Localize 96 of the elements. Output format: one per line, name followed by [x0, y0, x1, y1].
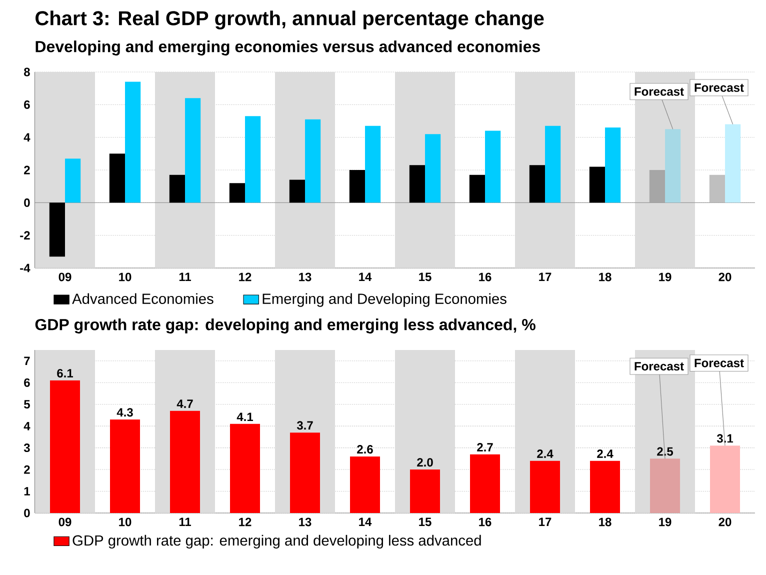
y-tick-label: -4 [20, 264, 30, 272]
bar [409, 165, 426, 203]
bar [485, 130, 501, 203]
bar [169, 174, 186, 203]
data-label: 4.1 [236, 412, 254, 421]
x-tick-label: 17 [539, 518, 552, 526]
bar [410, 470, 440, 514]
x-tick-label: 12 [239, 272, 252, 282]
data-label: 6.1 [57, 368, 74, 378]
x-tick-label: 16 [479, 518, 492, 526]
x-tick-label: 13 [299, 518, 312, 526]
x-tick-label: 17 [539, 272, 552, 281]
legend-label: Advanced Economies [72, 293, 214, 304]
y-tick-label: 0 [24, 508, 30, 518]
bar [725, 124, 741, 203]
x-tick-label: 11 [179, 272, 192, 281]
bar [649, 170, 666, 203]
bar [109, 154, 126, 203]
bar [469, 174, 486, 203]
bar [665, 129, 681, 203]
y-tick-label: 8 [24, 68, 30, 76]
x-tick-label: 15 [419, 272, 432, 282]
data-label: 4.7 [176, 400, 193, 408]
data-label: 2.7 [477, 443, 493, 452]
data-label: 2.4 [597, 450, 614, 458]
bar [49, 202, 65, 257]
bar [350, 456, 380, 514]
data-label: 2.0 [417, 458, 433, 467]
x-tick-label: 14 [359, 272, 372, 281]
x-tick-label: 11 [179, 518, 192, 526]
bar [305, 119, 321, 203]
x-tick-label: 16 [479, 272, 492, 282]
annotation: Forecast [634, 87, 684, 96]
x-tick-label: 10 [119, 272, 132, 282]
y-tick-label: 5 [24, 400, 30, 409]
bar [710, 446, 740, 514]
y-tick-label: 3 [24, 444, 30, 452]
x-tick-label: 19 [659, 272, 672, 282]
x-tick-label: 09 [58, 518, 72, 526]
x-tick-label: 13 [299, 272, 312, 282]
bar [170, 410, 200, 514]
data-label: 4.3 [116, 408, 133, 417]
x-tick-label: 12 [239, 518, 252, 526]
y-tick-label: 1 [24, 487, 30, 496]
x-tick-label: 19 [659, 518, 672, 526]
x-tick-label: 14 [359, 518, 372, 526]
bar [589, 166, 606, 203]
legend-label: GDP growth rate gap: emerging and developing less advanced [72, 534, 481, 549]
bar [229, 183, 246, 203]
chart-subtitle: Developing and emerging economies versus advanced economies [36, 40, 540, 56]
x-tick-label: 18 [599, 518, 612, 526]
annotation: Forecast [634, 362, 684, 370]
y-tick-label: 6 [24, 100, 30, 109]
y-tick-label: 6 [24, 378, 30, 387]
bar [590, 460, 620, 514]
data-label: 2.6 [357, 445, 373, 454]
bar [349, 170, 366, 203]
bar [709, 174, 726, 203]
y-tick-label: 0 [24, 198, 30, 207]
bar [365, 126, 381, 203]
y-tick-label: 4 [24, 133, 30, 142]
x-tick-label: 20 [718, 518, 732, 526]
data-label: 3.1 [716, 434, 734, 443]
bar [650, 458, 680, 514]
x-tick-label: 15 [419, 518, 432, 526]
x-tick-label: 20 [718, 272, 732, 282]
x-tick-label: 09 [58, 272, 72, 282]
y-tick-label: 2 [24, 166, 30, 174]
bar [289, 180, 306, 203]
x-tick-label: 10 [119, 518, 132, 526]
data-label: 2.5 [657, 447, 674, 456]
bar [290, 432, 320, 514]
chart-title: GDP growth rate gap: developing and emerging less advanced, % [35, 318, 536, 334]
bar [545, 126, 561, 203]
bar [185, 98, 201, 203]
data-label: 3.7 [296, 421, 313, 430]
bar [125, 82, 141, 203]
legend-label: Emerging and Developing Economies [262, 293, 506, 307]
bar [470, 454, 500, 514]
chart-title: Chart 3: Real GDP growth, annual percentage change [36, 10, 544, 30]
bar [230, 424, 260, 514]
bar [110, 420, 140, 514]
bar [245, 116, 261, 203]
y-tick-label: 7 [24, 356, 30, 365]
y-tick-label: 2 [24, 465, 30, 474]
annotation: Forecast [694, 358, 744, 368]
bar [65, 158, 81, 203]
bar [530, 460, 560, 514]
annotation: Forecast [694, 83, 744, 92]
x-tick-label: 18 [599, 272, 612, 282]
y-tick-label: -2 [20, 231, 30, 240]
bar [425, 134, 441, 203]
bar [605, 128, 621, 203]
bar [529, 165, 546, 203]
data-label: 2.4 [537, 450, 554, 458]
y-tick-label: 4 [24, 422, 30, 430]
